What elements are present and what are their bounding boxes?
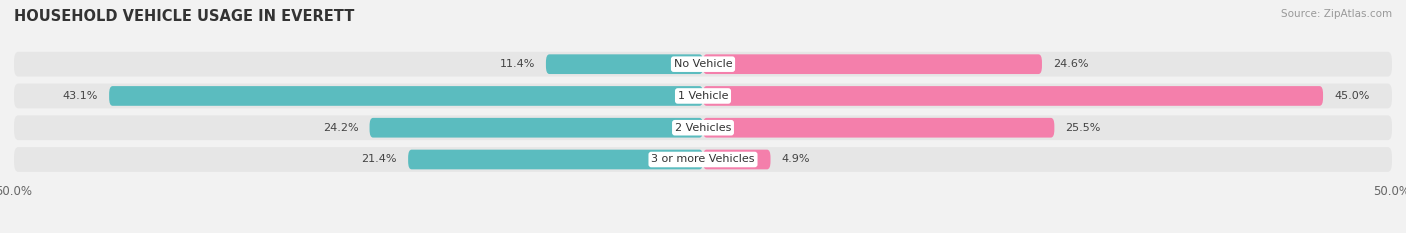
FancyBboxPatch shape [703, 118, 1054, 137]
Text: 43.1%: 43.1% [63, 91, 98, 101]
Text: Source: ZipAtlas.com: Source: ZipAtlas.com [1281, 9, 1392, 19]
FancyBboxPatch shape [546, 54, 703, 74]
Text: 11.4%: 11.4% [499, 59, 534, 69]
Text: 25.5%: 25.5% [1066, 123, 1101, 133]
FancyBboxPatch shape [703, 54, 1042, 74]
FancyBboxPatch shape [14, 115, 1392, 140]
FancyBboxPatch shape [703, 86, 1323, 106]
Text: 1 Vehicle: 1 Vehicle [678, 91, 728, 101]
FancyBboxPatch shape [14, 84, 1392, 108]
Text: 24.6%: 24.6% [1053, 59, 1088, 69]
FancyBboxPatch shape [110, 86, 703, 106]
FancyBboxPatch shape [370, 118, 703, 137]
FancyBboxPatch shape [408, 150, 703, 169]
Text: 45.0%: 45.0% [1334, 91, 1369, 101]
FancyBboxPatch shape [703, 150, 770, 169]
Text: 3 or more Vehicles: 3 or more Vehicles [651, 154, 755, 164]
Text: 24.2%: 24.2% [323, 123, 359, 133]
Text: No Vehicle: No Vehicle [673, 59, 733, 69]
Text: 21.4%: 21.4% [361, 154, 396, 164]
Text: 4.9%: 4.9% [782, 154, 810, 164]
FancyBboxPatch shape [14, 147, 1392, 172]
Legend: Owner-occupied, Renter-occupied: Owner-occupied, Renter-occupied [576, 230, 830, 233]
FancyBboxPatch shape [14, 52, 1392, 77]
Text: HOUSEHOLD VEHICLE USAGE IN EVERETT: HOUSEHOLD VEHICLE USAGE IN EVERETT [14, 9, 354, 24]
Text: 2 Vehicles: 2 Vehicles [675, 123, 731, 133]
